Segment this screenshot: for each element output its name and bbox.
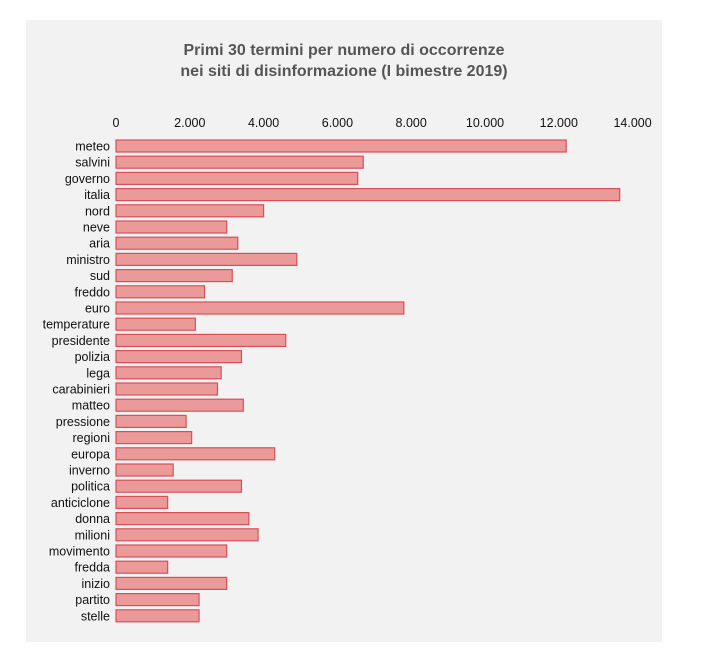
bar-europa — [115, 447, 276, 461]
bar-inizio — [115, 576, 228, 591]
category-label-inverno: inverno — [69, 464, 110, 478]
bar-matteo — [115, 398, 244, 412]
category-label-anticiclone: anticiclone — [51, 496, 110, 510]
bar-salvini — [115, 155, 364, 169]
chart-title-line-1: Primi 30 termini per numero di occorrenz… — [183, 42, 505, 59]
category-label-europa: europa — [71, 447, 110, 461]
bar-anticiclone — [115, 495, 169, 509]
bar-milioni — [115, 528, 259, 542]
x-tick-label: 2.000 — [174, 116, 205, 130]
x-tick-label: 0 — [113, 116, 120, 130]
bar-presidente — [115, 333, 287, 347]
category-label-euro: euro — [85, 302, 110, 316]
x-tick-label: 10.000 — [466, 116, 504, 130]
category-label-freddo: freddo — [75, 285, 110, 299]
category-label-regioni: regioni — [72, 431, 110, 445]
bars — [115, 139, 621, 623]
bar-neve — [115, 220, 228, 234]
category-label-donna: donna — [75, 512, 110, 526]
category-label-milioni: milioni — [75, 528, 110, 542]
category-label-carabinieri: carabinieri — [52, 383, 110, 397]
x-tick-label: 14.000 — [613, 116, 651, 130]
bar-sud — [115, 269, 233, 283]
bar-polizia — [115, 350, 243, 364]
bar-inverno — [115, 463, 174, 477]
bar-meteo — [115, 139, 567, 153]
category-label-polizia: polizia — [75, 350, 110, 364]
category-label-politica: politica — [71, 480, 110, 494]
category-label-fredda: fredda — [75, 561, 110, 575]
bar-italia — [115, 188, 621, 202]
x-tick-label: 12.000 — [540, 116, 578, 130]
category-label-matteo: matteo — [72, 399, 110, 413]
bar-euro — [115, 301, 405, 315]
x-tick-label: 4.000 — [248, 116, 279, 130]
bar-ministro — [115, 252, 298, 266]
bar-governo — [115, 171, 359, 185]
category-label-partito: partito — [75, 593, 110, 607]
category-label-presidente: presidente — [52, 334, 110, 348]
category-label-nord: nord — [85, 204, 110, 218]
bar-temperature — [115, 317, 196, 331]
category-label-movimento: movimento — [49, 545, 110, 559]
bar-aria — [115, 236, 239, 250]
category-label-pressione: pressione — [56, 415, 110, 429]
bar-politica — [115, 479, 243, 493]
x-tick-label: 8.000 — [396, 116, 427, 130]
bar-lega — [115, 366, 222, 380]
category-label-lega: lega — [86, 366, 110, 380]
category-label-ministro: ministro — [66, 253, 110, 267]
bar-nord — [115, 204, 265, 218]
bar-stelle — [115, 609, 200, 623]
category-label-stelle: stelle — [81, 609, 110, 623]
bar-donna — [115, 511, 250, 526]
category-labels: meteo salvini governo italia nord neve aria min… — [43, 140, 110, 624]
x-tick-label: 6.000 — [322, 116, 353, 130]
bar-freddo — [115, 285, 206, 299]
category-label-sud: sud — [90, 269, 110, 283]
bar-carabinieri — [115, 382, 219, 396]
bar-movimento — [115, 544, 228, 558]
category-label-governo: governo — [65, 172, 110, 186]
category-label-temperature: temperature — [43, 318, 110, 332]
category-label-aria: aria — [89, 237, 110, 251]
bar-pressione — [115, 414, 187, 428]
bar-partito — [115, 592, 200, 607]
x-axis-ticks: 0 2.000 4.000 6.000 8.000 10.000 12.000 14.000 — [113, 116, 652, 130]
category-label-inizio: inizio — [82, 577, 111, 591]
chart-title-line-2: nei siti di disinformazione (I bimestre … — [180, 63, 508, 80]
category-label-meteo: meteo — [75, 140, 110, 154]
chart-title: Primi 30 termini per numero di occorrenz… — [26, 40, 662, 82]
category-label-neve: neve — [83, 221, 110, 235]
bar-fredda — [115, 560, 169, 574]
bar-regioni — [115, 431, 193, 445]
category-label-salvini: salvini — [75, 156, 110, 170]
category-label-italia: italia — [84, 188, 110, 202]
